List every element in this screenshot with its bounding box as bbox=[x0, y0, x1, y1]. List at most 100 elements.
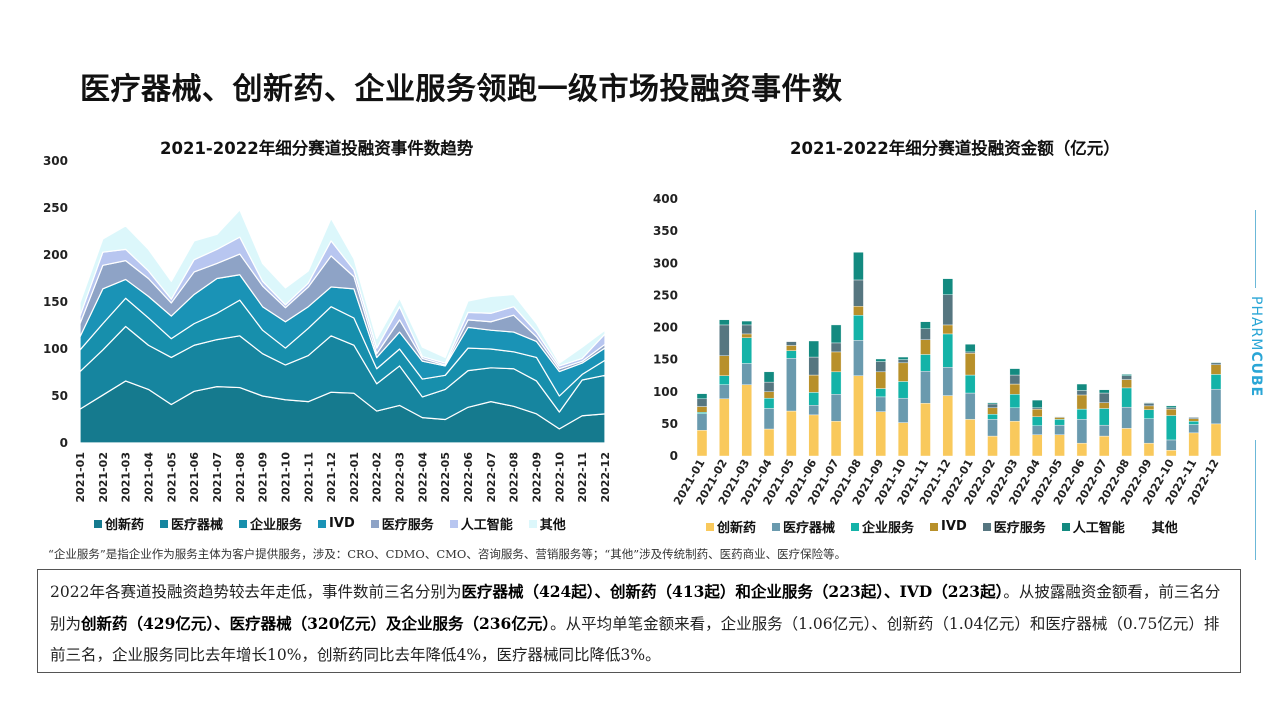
bar-segment bbox=[719, 375, 730, 385]
bar-segment bbox=[1054, 424, 1065, 435]
summary-segment: 创新药（429亿元）、医疗器械（320亿元）及企业服务（236亿元） bbox=[81, 614, 551, 633]
legend-item: 企业服务 bbox=[239, 514, 302, 533]
bar-segment bbox=[1143, 409, 1155, 419]
legend-item: IVD bbox=[930, 519, 967, 534]
bar-segment bbox=[1188, 432, 1199, 457]
x-tick-label: 2021-12 bbox=[325, 452, 338, 503]
legend-label: 其他 bbox=[1151, 521, 1178, 536]
bar-segment bbox=[719, 355, 730, 376]
bar-segment bbox=[808, 356, 819, 376]
bar-segment bbox=[1121, 406, 1132, 429]
legend-label: 人工智能 bbox=[460, 518, 513, 533]
bar-segment bbox=[786, 358, 797, 412]
bar-segment bbox=[897, 362, 909, 382]
legend-swatch bbox=[449, 519, 458, 528]
x-tick-label: 2022-04 bbox=[416, 452, 429, 503]
bar-segment bbox=[1032, 399, 1043, 409]
legend-item: 医疗器械 bbox=[772, 517, 835, 536]
bar-segment bbox=[920, 403, 931, 457]
x-tick-label: 2022-03 bbox=[394, 452, 407, 503]
bar-segment bbox=[875, 411, 886, 457]
bar-segment bbox=[897, 356, 909, 360]
bar-segment bbox=[1054, 434, 1065, 457]
bar-segment bbox=[1054, 416, 1065, 418]
legend-swatch bbox=[1140, 522, 1149, 531]
bar-segment bbox=[1210, 362, 1222, 365]
bar-segment bbox=[942, 395, 954, 457]
bar-segment bbox=[1188, 424, 1199, 434]
bar-segment bbox=[741, 333, 752, 338]
x-tick-label: 2022-10 bbox=[553, 452, 566, 503]
bar-segment bbox=[987, 402, 998, 405]
legend-swatch bbox=[1061, 522, 1070, 531]
bar-segment bbox=[853, 340, 864, 376]
y-tick-label: 100 bbox=[653, 385, 678, 399]
bar-segment bbox=[808, 392, 819, 406]
legend-item: 创新药 bbox=[706, 517, 756, 536]
y-tick-label: 150 bbox=[43, 295, 68, 309]
y-tick-label: 400 bbox=[653, 192, 678, 206]
bar-segment bbox=[1009, 394, 1021, 409]
bar-segment bbox=[1054, 417, 1065, 420]
bar-segment bbox=[830, 394, 842, 422]
bar-segment bbox=[897, 397, 909, 423]
bar-segment bbox=[830, 421, 842, 457]
bar-segment bbox=[1210, 364, 1222, 375]
x-tick-label: 2021-09 bbox=[257, 452, 270, 503]
bar-segment bbox=[964, 374, 976, 394]
bar-segment bbox=[830, 324, 842, 344]
bar-segment bbox=[853, 306, 864, 316]
bar-segment bbox=[1121, 375, 1132, 380]
bar-segment bbox=[696, 393, 708, 400]
bar-segment bbox=[763, 391, 775, 399]
bar-segment bbox=[897, 422, 909, 457]
x-tick-label: 2022-02 bbox=[371, 452, 384, 503]
summary-segment: 医疗器械（424起）、创新药（413起）和企业服务（223起）、IVD（223起… bbox=[461, 582, 1004, 601]
x-tick-label: 2021-06 bbox=[188, 452, 201, 503]
right-chart-legend: 创新药 医疗器械 企业服务 IVD 医疗服务 人工智能 其他 bbox=[706, 517, 1178, 536]
bar-segment bbox=[987, 414, 998, 420]
summary-segment: 。从平均单笔金额来看，企业服务（1.06亿元）、创新药（1.04亿元）和医疗器械… bbox=[50, 615, 1220, 664]
bar-segment bbox=[1032, 416, 1043, 427]
bar-segment bbox=[1076, 408, 1088, 420]
y-tick-label: 50 bbox=[661, 417, 678, 431]
logo-divider-top bbox=[1255, 210, 1256, 288]
legend-item: 其他 bbox=[1140, 517, 1178, 536]
bar-segment bbox=[1009, 421, 1021, 457]
y-tick-label: 0 bbox=[60, 436, 68, 450]
legend-label: 医疗服务 bbox=[993, 521, 1046, 536]
legend-item: 企业服务 bbox=[851, 517, 914, 536]
legend-item: IVD bbox=[318, 516, 355, 531]
x-tick-label: 2022-11 bbox=[576, 452, 589, 503]
bar-segment bbox=[763, 381, 775, 392]
bar-segment bbox=[696, 406, 708, 413]
bar-segment bbox=[964, 419, 976, 457]
left-chart-legend: 创新药 医疗器械 企业服务 IVD 医疗服务 人工智能 其他 bbox=[94, 514, 566, 533]
y-tick-label: 200 bbox=[653, 321, 678, 335]
bar-segment bbox=[1009, 383, 1021, 395]
bar-segment bbox=[786, 341, 797, 346]
x-tick-label: 2021-08 bbox=[234, 452, 247, 503]
bar-segment bbox=[808, 405, 819, 416]
x-tick-label: 2022-07 bbox=[485, 452, 498, 503]
bar-segment bbox=[1099, 389, 1110, 394]
area-series-6 bbox=[79, 209, 606, 367]
bar-segment bbox=[1210, 374, 1222, 390]
bar-segment bbox=[1143, 402, 1155, 404]
legend-swatch bbox=[930, 522, 939, 531]
legend-label: IVD bbox=[329, 516, 355, 531]
y-tick-label: 250 bbox=[43, 201, 68, 215]
bar-segment bbox=[1166, 450, 1177, 457]
bar-segment bbox=[808, 374, 819, 393]
y-tick-label: 300 bbox=[653, 256, 678, 270]
x-tick-label: 2022-06 bbox=[462, 452, 475, 503]
bar-segment bbox=[1121, 374, 1132, 376]
bar-segment bbox=[920, 354, 931, 372]
bar-segment bbox=[942, 324, 954, 335]
legend-swatch bbox=[851, 522, 860, 531]
bar-segment bbox=[1210, 361, 1222, 364]
legend-item: 人工智能 bbox=[449, 514, 513, 533]
bar-segment bbox=[696, 413, 708, 431]
legend-swatch bbox=[94, 519, 102, 528]
